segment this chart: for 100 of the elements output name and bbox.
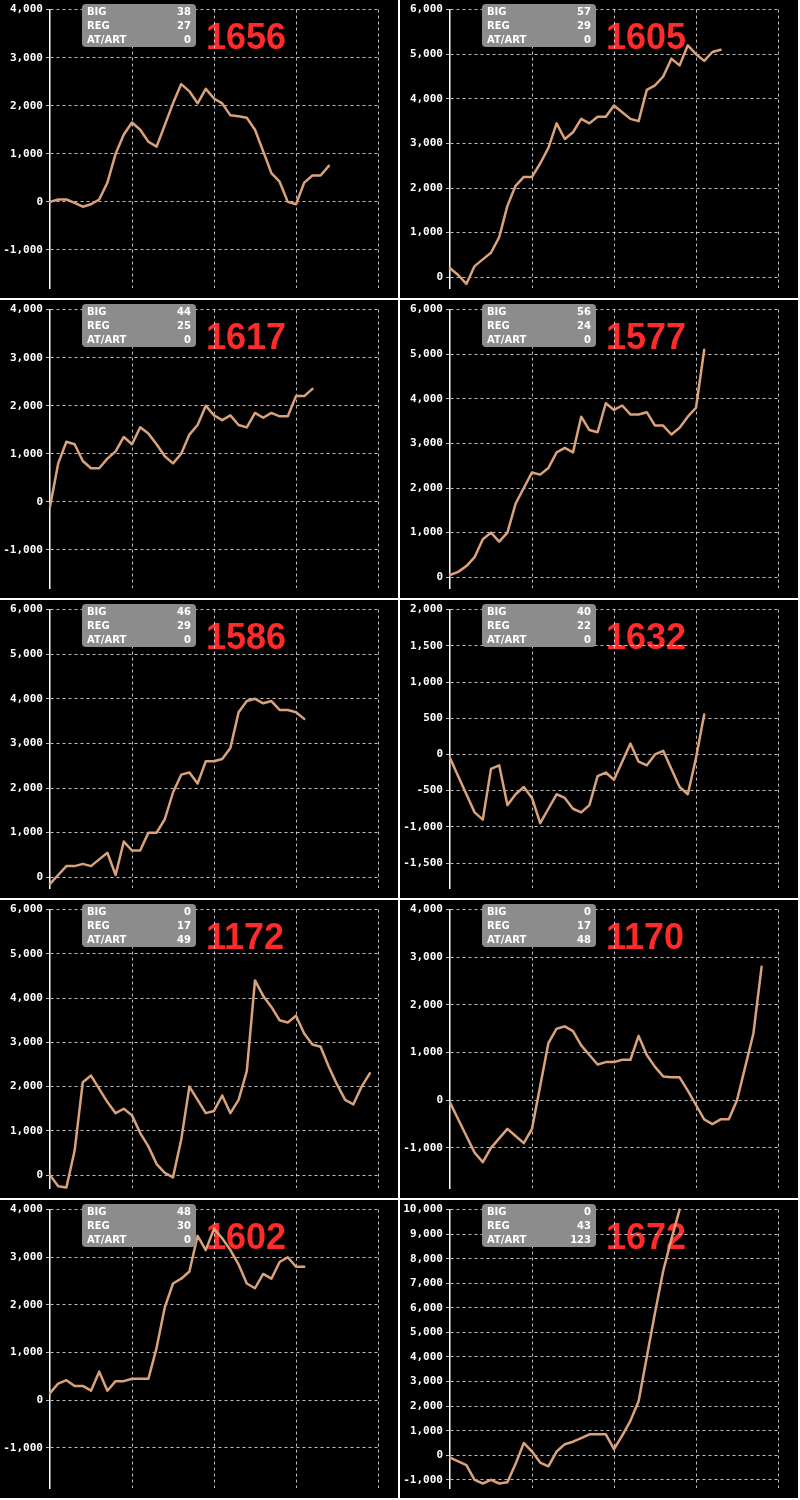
- y-tick-label: 2,000: [409, 180, 443, 194]
- y-tick-label: 6,000: [409, 2, 443, 16]
- y-tick-label: 3,000: [409, 1374, 443, 1388]
- y-tick-label: 2,000: [9, 780, 43, 794]
- annotation: 30: [177, 1220, 191, 1231]
- y-tick-label: 3,000: [409, 436, 443, 450]
- annotation: 29: [177, 620, 191, 631]
- y-tick-label: 2,000: [409, 602, 443, 616]
- annotation: 48: [577, 934, 591, 945]
- annotation: 48: [177, 1206, 191, 1217]
- y-tick-label: 3,000: [9, 1250, 43, 1264]
- y-tick-label: 3,000: [9, 50, 43, 64]
- annotation: 49: [177, 934, 191, 945]
- y-tick-label: 1,000: [9, 1345, 43, 1359]
- y-tick-label: 6,000: [9, 602, 43, 616]
- y-tick-label: 2,000: [9, 398, 43, 412]
- y-tick-label: 2,000: [9, 1297, 43, 1311]
- annotation: AT/ART: [87, 334, 128, 345]
- y-tick-label: 4,000: [409, 91, 443, 105]
- y-tick-label: 6,000: [409, 302, 443, 316]
- annotation: BIG: [87, 6, 108, 17]
- annotation: 0: [183, 34, 191, 45]
- y-tick-label: 6,000: [9, 902, 43, 916]
- annotation: BIG: [487, 306, 508, 317]
- annotation: REG: [87, 920, 111, 931]
- annotation: REG: [487, 1220, 511, 1231]
- y-tick-label: 0: [436, 570, 443, 584]
- y-tick-label: 10,000: [403, 1202, 443, 1216]
- annotation: 57: [577, 6, 591, 17]
- y-tick-label: 4,000: [409, 1349, 443, 1363]
- annotation: 24: [577, 320, 591, 331]
- annotation: 38: [177, 6, 191, 17]
- y-tick-label: 3,000: [9, 736, 43, 750]
- y-tick-label: -1,000: [3, 542, 43, 556]
- y-tick-label: 1,000: [409, 1045, 443, 1059]
- chart-title: 1605: [606, 16, 687, 57]
- y-tick-label: -500: [416, 783, 443, 797]
- y-tick-label: 2,000: [409, 1398, 443, 1412]
- y-tick-label: 0: [36, 494, 43, 508]
- annotation: 25: [177, 320, 191, 331]
- annotation: 0: [183, 1234, 191, 1245]
- chart-title: 1577: [606, 316, 687, 357]
- annotation: AT/ART: [87, 1234, 128, 1245]
- annotation: AT/ART: [87, 34, 128, 45]
- y-tick-label: 4,000: [9, 302, 43, 316]
- annotation: 0: [583, 906, 591, 917]
- annotation: BIG: [487, 6, 508, 17]
- y-tick-label: 7,000: [409, 1276, 443, 1290]
- annotation: REG: [487, 920, 511, 931]
- y-tick-label: 0: [436, 1093, 443, 1107]
- annotation: 29: [577, 20, 591, 31]
- annotation: 0: [183, 634, 191, 645]
- annotation: REG: [87, 620, 111, 631]
- annotation: 0: [583, 1206, 591, 1217]
- annotation: 17: [177, 920, 191, 931]
- y-tick-label: 3,000: [9, 1035, 43, 1049]
- chart-title: 1617: [206, 316, 287, 357]
- chart-title: 1632: [606, 616, 687, 657]
- chart-title: 1586: [206, 616, 287, 657]
- y-tick-label: 1,000: [409, 525, 443, 539]
- y-tick-label: 4,000: [9, 1202, 43, 1216]
- y-tick-label: 1,000: [9, 446, 43, 460]
- y-tick-label: 4,000: [9, 990, 43, 1004]
- y-tick-label: 0: [36, 870, 43, 884]
- annotation: BIG: [87, 306, 108, 317]
- annotation: BIG: [487, 1206, 508, 1217]
- annotation: BIG: [87, 606, 108, 617]
- y-tick-label: 0: [36, 194, 43, 208]
- annotation: 27: [177, 20, 191, 31]
- y-tick-label: 8,000: [409, 1251, 443, 1265]
- y-tick-label: 4,000: [409, 902, 443, 916]
- annotation: 0: [583, 634, 591, 645]
- annotation: BIG: [87, 906, 108, 917]
- y-tick-label: 5,000: [9, 946, 43, 960]
- annotation: AT/ART: [87, 934, 128, 945]
- y-tick-label: 0: [436, 1448, 443, 1462]
- annotation: 56: [577, 306, 591, 317]
- y-tick-label: 9,000: [409, 1227, 443, 1241]
- y-tick-label: -1,500: [403, 855, 443, 869]
- annotation: 0: [583, 334, 591, 345]
- y-tick-label: 4,000: [9, 2, 43, 16]
- annotation: REG: [487, 320, 511, 331]
- annotation: BIG: [87, 1206, 108, 1217]
- y-tick-label: 3,000: [9, 350, 43, 364]
- y-tick-label: 1,500: [409, 638, 443, 652]
- y-tick-label: 2,000: [9, 98, 43, 112]
- annotation: 0: [183, 334, 191, 345]
- annotation: AT/ART: [487, 1234, 528, 1245]
- y-tick-label: 500: [423, 711, 443, 725]
- y-tick-label: 1,000: [9, 146, 43, 160]
- annotation: 123: [570, 1234, 591, 1245]
- y-tick-label: 0: [436, 747, 443, 761]
- annotation: AT/ART: [487, 634, 528, 645]
- y-tick-label: 1,000: [409, 1423, 443, 1437]
- chart-title: 1170: [606, 916, 685, 957]
- chart-title: 1172: [206, 916, 285, 957]
- y-tick-label: 5,000: [9, 647, 43, 661]
- annotation: BIG: [487, 906, 508, 917]
- y-tick-label: 1,000: [409, 674, 443, 688]
- y-tick-label: 5,000: [409, 1325, 443, 1339]
